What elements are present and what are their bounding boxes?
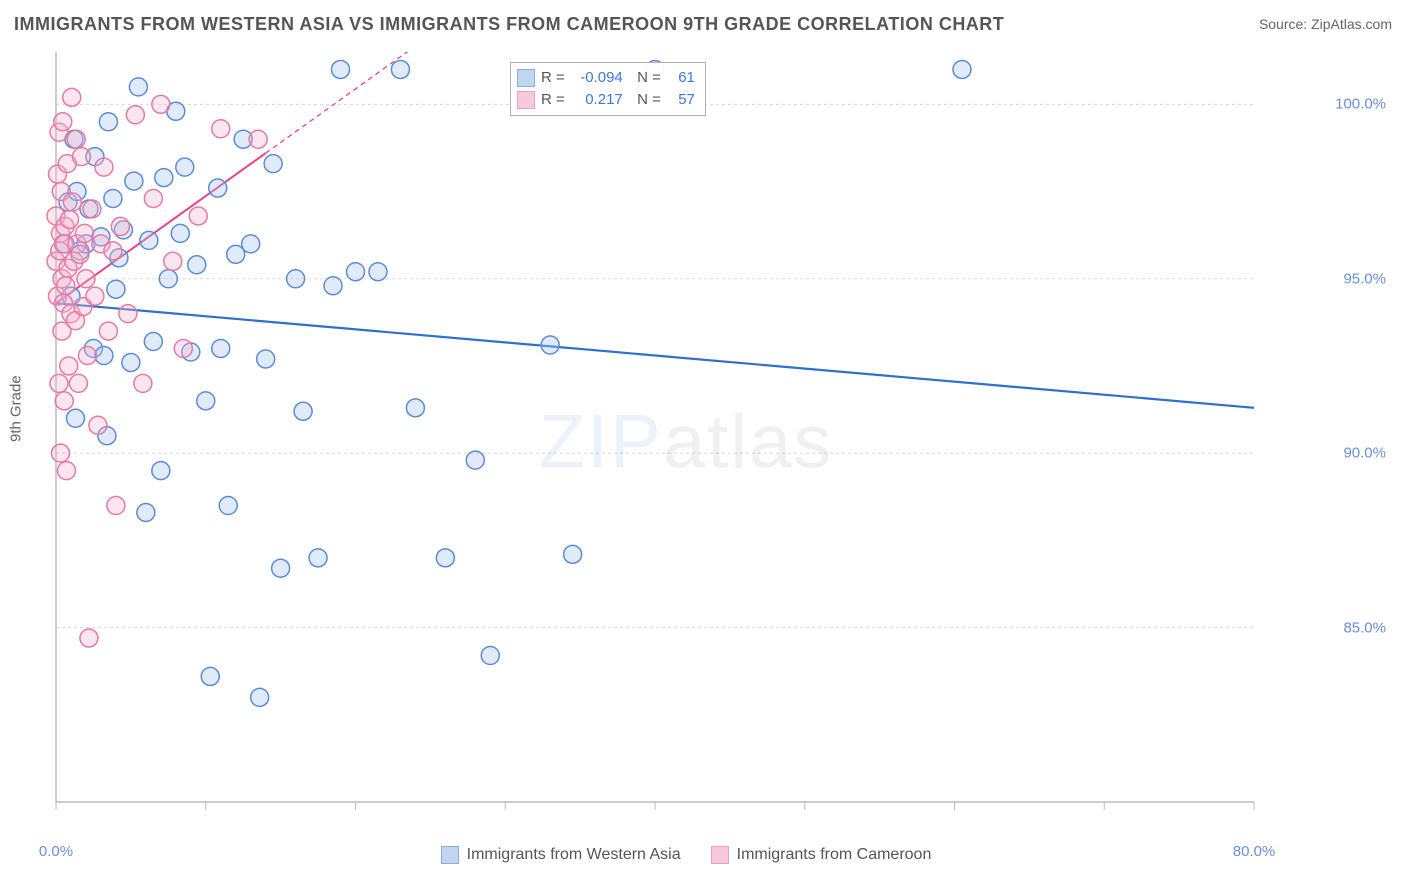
- legend-swatch: [517, 69, 535, 87]
- bottom-legend-item: Immigrants from Cameroon: [711, 846, 932, 864]
- chart-title: IMMIGRANTS FROM WESTERN ASIA VS IMMIGRAN…: [14, 14, 1004, 35]
- series-name: Immigrants from Cameroon: [737, 846, 932, 864]
- stats-legend: R = -0.094 N = 61R = 0.217 N = 57: [510, 62, 706, 116]
- n-value: 61: [667, 67, 695, 89]
- n-label: N =: [629, 67, 661, 89]
- legend-swatch: [441, 846, 459, 864]
- source: Source: ZipAtlas.com: [1259, 16, 1392, 34]
- watermark-atlas: atlas: [663, 400, 834, 485]
- stats-legend-row: R = 0.217 N = 57: [517, 89, 695, 111]
- r-value: -0.094: [571, 67, 623, 89]
- y-tick-label: 95.0%: [1343, 270, 1386, 287]
- x-tick-label: 80.0%: [1233, 843, 1276, 860]
- watermark: ZIPatlas: [539, 399, 834, 486]
- chart-area: 9th Grade ZIPatlas R = -0.094 N = 61R = …: [46, 52, 1326, 832]
- r-label: R =: [541, 89, 565, 111]
- y-axis-label: 9th Grade: [8, 375, 25, 442]
- r-value: 0.217: [571, 89, 623, 111]
- bottom-legend: Immigrants from Western Asia Immigrants f…: [46, 846, 1326, 864]
- source-value: ZipAtlas.com: [1311, 16, 1392, 32]
- n-label: N =: [629, 89, 661, 111]
- source-label: Source:: [1259, 16, 1311, 32]
- x-tick-label: 0.0%: [39, 843, 73, 860]
- y-tick-label: 90.0%: [1343, 445, 1386, 462]
- n-value: 57: [667, 89, 695, 111]
- legend-swatch: [517, 91, 535, 109]
- series-name: Immigrants from Western Asia: [467, 846, 681, 864]
- y-tick-label: 85.0%: [1343, 619, 1386, 636]
- r-label: R =: [541, 67, 565, 89]
- legend-swatch: [711, 846, 729, 864]
- stats-legend-row: R = -0.094 N = 61: [517, 67, 695, 89]
- watermark-zip: ZIP: [539, 400, 663, 485]
- bottom-legend-item: Immigrants from Western Asia: [441, 846, 681, 864]
- y-tick-label: 100.0%: [1335, 96, 1386, 113]
